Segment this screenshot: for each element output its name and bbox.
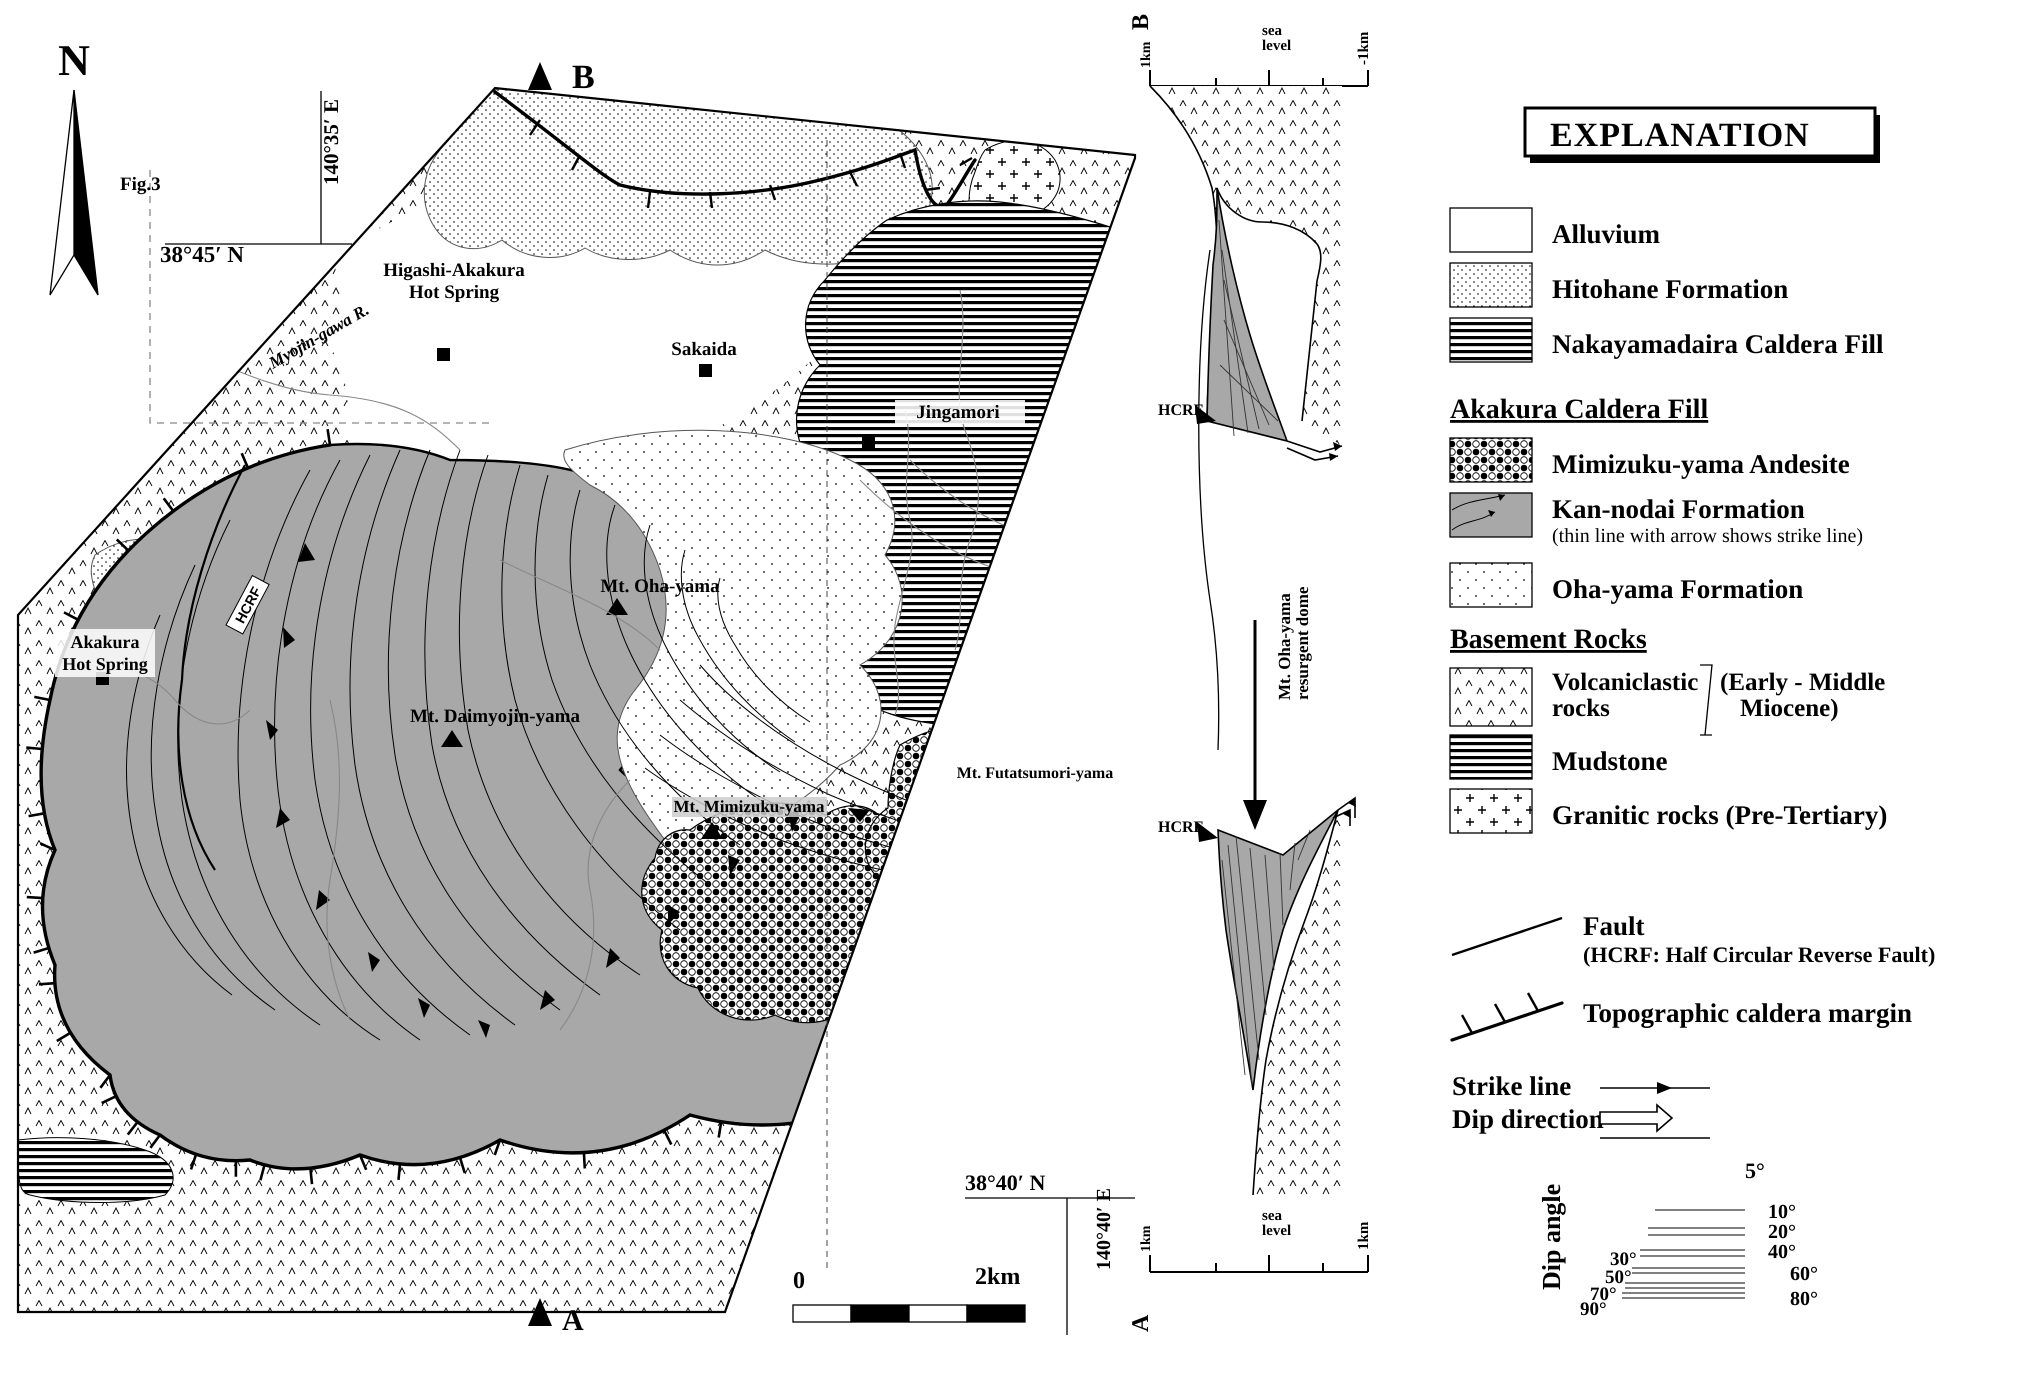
svg-text:EXPLANATION: EXPLANATION bbox=[1550, 117, 1810, 154]
svg-text:Hot Spring: Hot Spring bbox=[409, 282, 500, 303]
svg-text:resurgent dome: resurgent dome bbox=[1293, 586, 1312, 700]
svg-text:140°40′ E: 140°40′ E bbox=[1093, 1188, 1115, 1270]
svg-text:Granitic rocks (Pre-Tertiary): Granitic rocks (Pre-Tertiary) bbox=[1552, 800, 1887, 830]
svg-text:80°: 80° bbox=[1790, 1288, 1818, 1310]
svg-text:140°35′ E: 140°35′ E bbox=[319, 99, 343, 185]
svg-text:Akakura: Akakura bbox=[70, 632, 139, 652]
svg-text:1km: 1km bbox=[1139, 41, 1154, 68]
svg-text:40°: 40° bbox=[1768, 1241, 1796, 1263]
svg-text:N: N bbox=[58, 36, 90, 85]
svg-text:level: level bbox=[1262, 1223, 1291, 1239]
svg-text:HCRF: HCRF bbox=[1158, 819, 1204, 836]
svg-text:Akakura Caldera Fill: Akakura Caldera Fill bbox=[1450, 394, 1708, 425]
svg-text:Mt. Mimizuku-yama: Mt. Mimizuku-yama bbox=[673, 797, 825, 816]
svg-text:Mt. Oha-yama: Mt. Oha-yama bbox=[600, 576, 720, 597]
svg-text:Hitohane Formation: Hitohane Formation bbox=[1552, 274, 1788, 304]
svg-text:Mt. Oha-yama: Mt. Oha-yama bbox=[1275, 593, 1294, 700]
svg-text:A: A bbox=[562, 1304, 584, 1337]
svg-text:HCRF: HCRF bbox=[1158, 402, 1204, 419]
svg-text:Fig.3: Fig.3 bbox=[120, 174, 161, 195]
svg-text:1km: 1km bbox=[1356, 1221, 1372, 1250]
svg-text:Oha-yama Formation: Oha-yama Formation bbox=[1552, 574, 1803, 604]
svg-text:0: 0 bbox=[793, 1268, 805, 1294]
svg-text:Nakayamadaira Caldera Fill: Nakayamadaira Caldera Fill bbox=[1552, 329, 1884, 359]
svg-text:sea: sea bbox=[1262, 23, 1282, 39]
svg-text:B: B bbox=[1128, 14, 1154, 30]
svg-text:Hot Spring: Hot Spring bbox=[62, 654, 148, 674]
svg-text:Strike line: Strike line bbox=[1452, 1071, 1571, 1101]
svg-text:10°: 10° bbox=[1768, 1201, 1796, 1223]
svg-text:rocks: rocks bbox=[1552, 695, 1610, 722]
svg-text:38°40′ N: 38°40′ N bbox=[965, 1170, 1045, 1195]
svg-text:Mt. Futatsumori-yama: Mt. Futatsumori-yama bbox=[957, 765, 1113, 782]
svg-text:38°45′ N: 38°45′ N bbox=[160, 242, 244, 267]
svg-text:Volcaniclastic: Volcaniclastic bbox=[1552, 669, 1698, 696]
svg-text:level: level bbox=[1262, 38, 1291, 54]
svg-text:2km: 2km bbox=[975, 1264, 1020, 1290]
svg-text:sea: sea bbox=[1262, 1208, 1282, 1224]
svg-text:Mimizuku-yama Andesite: Mimizuku-yama Andesite bbox=[1552, 449, 1850, 479]
svg-text:Higashi-Akakura: Higashi-Akakura bbox=[383, 260, 525, 281]
svg-text:(HCRF: Half Circular Reverse F: (HCRF: Half Circular Reverse Fault) bbox=[1583, 942, 1935, 967]
svg-text:Mudstone: Mudstone bbox=[1552, 746, 1668, 776]
svg-text:5°: 5° bbox=[1745, 1158, 1765, 1183]
svg-text:Mt. Daimyojin-yama: Mt. Daimyojin-yama bbox=[410, 706, 580, 727]
svg-text:Sakaida: Sakaida bbox=[671, 339, 737, 360]
svg-text:Dip direction: Dip direction bbox=[1452, 1104, 1604, 1134]
svg-text:B: B bbox=[572, 59, 595, 96]
svg-text:-1km: -1km bbox=[1356, 31, 1372, 65]
svg-text:1km: 1km bbox=[1139, 1225, 1154, 1252]
svg-text:Topographic caldera margin: Topographic caldera margin bbox=[1583, 998, 1912, 1028]
svg-text:Fault: Fault bbox=[1583, 911, 1645, 941]
svg-text:Alluvium: Alluvium bbox=[1552, 219, 1661, 249]
svg-text:Kan-nodai Formation: Kan-nodai Formation bbox=[1552, 494, 1805, 524]
svg-text:Basement Rocks: Basement Rocks bbox=[1450, 624, 1647, 655]
svg-text:A: A bbox=[1128, 1314, 1154, 1332]
svg-text:Dip angle: Dip angle bbox=[1537, 1184, 1566, 1290]
svg-text:(thin line with arrow shows st: (thin line with arrow shows strike line) bbox=[1552, 525, 1863, 547]
svg-text:Jingamori: Jingamori bbox=[916, 402, 999, 423]
svg-text:Miocene): Miocene) bbox=[1740, 695, 1839, 722]
svg-text:(Early - Middle: (Early - Middle bbox=[1720, 669, 1885, 696]
svg-text:90°: 90° bbox=[1580, 1299, 1607, 1320]
svg-text:20°: 20° bbox=[1768, 1221, 1796, 1243]
svg-text:60°: 60° bbox=[1790, 1263, 1818, 1285]
